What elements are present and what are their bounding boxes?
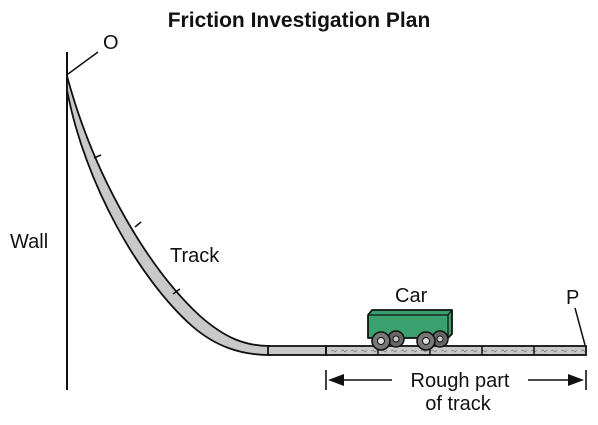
track-joint	[93, 154, 102, 159]
rough-part-label-line2: of track	[425, 393, 492, 415]
point-o-label: O	[103, 32, 119, 54]
curved-track	[66, 75, 271, 356]
car	[367, 309, 453, 351]
track-joint	[172, 288, 181, 295]
point-o-leader-line	[67, 51, 99, 75]
point-p-leader-line	[574, 307, 586, 346]
wheel	[416, 331, 436, 351]
smooth-flat-track	[267, 345, 327, 356]
wall-label: Wall	[10, 231, 48, 253]
diagram-title: Friction Investigation Plan	[168, 9, 431, 32]
wheel	[371, 331, 391, 351]
car-body	[367, 309, 453, 339]
left-arrowhead-icon	[328, 374, 344, 386]
rough-track	[325, 345, 587, 356]
track-label: Track	[170, 245, 220, 267]
rough-part-label-line1: Rough part	[411, 370, 510, 392]
track-joint	[134, 221, 142, 228]
right-arrowhead-icon	[568, 374, 584, 386]
rough-part-dimension	[325, 370, 587, 390]
car-label: Car	[395, 285, 428, 307]
wheel	[387, 330, 405, 348]
point-p-label: P	[566, 287, 579, 309]
